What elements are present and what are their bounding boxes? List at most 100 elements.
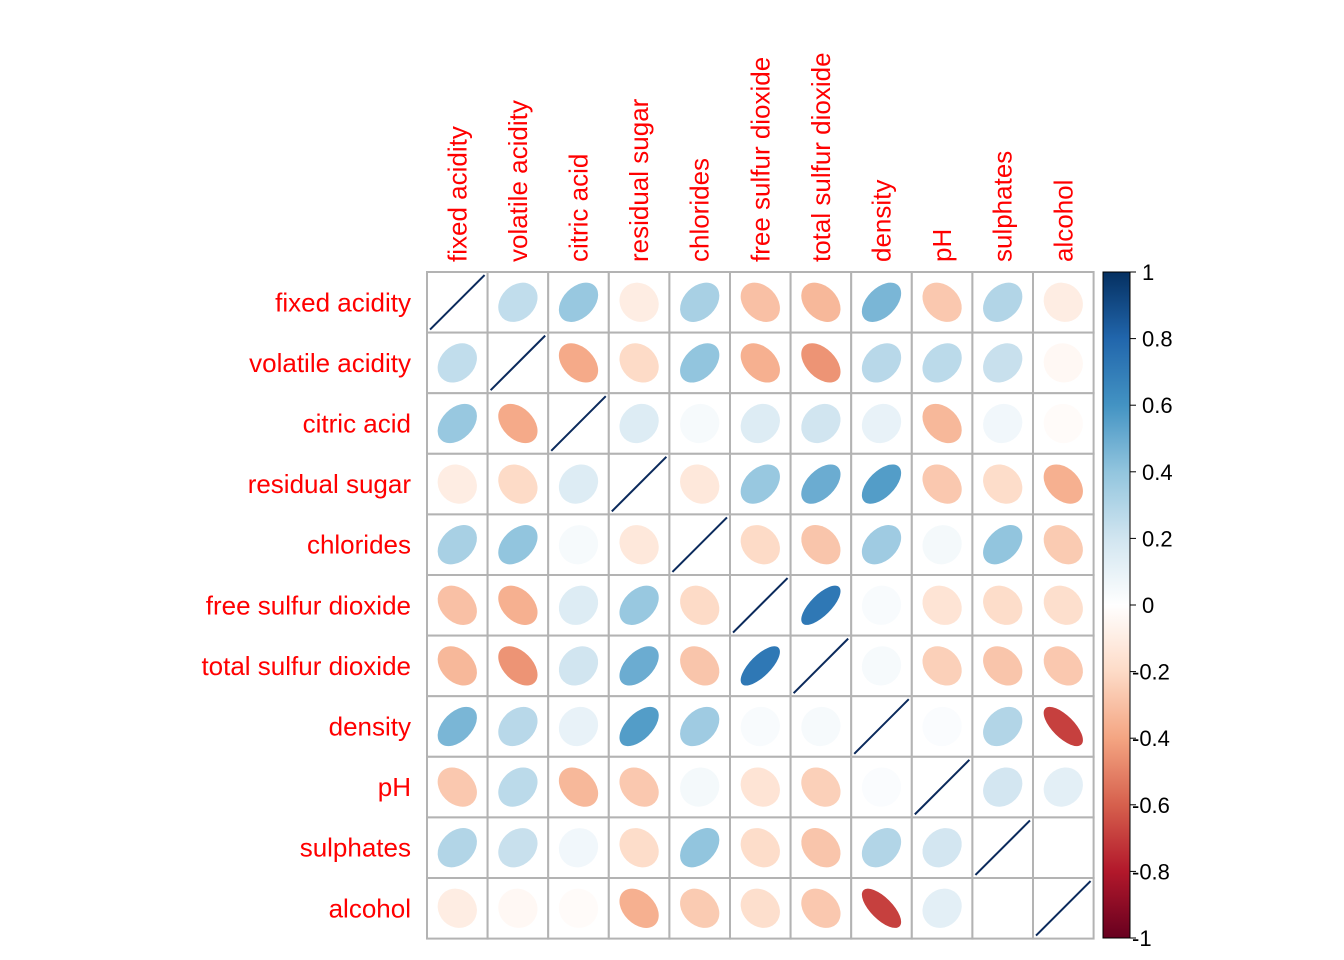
colorbar-tick-label: -0.4: [1132, 726, 1170, 751]
correlation-ellipse: [498, 464, 538, 504]
correlation-ellipse: [498, 282, 538, 322]
correlation-ellipse: [437, 464, 477, 504]
column-label: sulphates: [988, 151, 1018, 262]
correlation-ellipse: [922, 646, 962, 686]
correlation-ellipse: [801, 464, 841, 504]
colorbar-tick-label: 0.4: [1142, 460, 1173, 485]
row-label: chlorides: [307, 530, 411, 560]
correlation-ellipse: [1043, 828, 1083, 868]
correlation-ellipse: [983, 282, 1023, 322]
correlation-ellipse: [922, 888, 962, 928]
correlation-ellipse: [801, 403, 841, 444]
row-label: residual sugar: [248, 469, 412, 499]
correlation-ellipse: [619, 525, 659, 565]
colorbar-tick-label: 0.6: [1142, 393, 1173, 418]
correlation-ellipse: [619, 828, 659, 868]
correlation-ellipse: [861, 828, 902, 868]
colorbar-tick-label: -0.2: [1132, 660, 1170, 685]
colorbar-tick-label: -1: [1132, 926, 1152, 951]
correlation-ellipse: [983, 585, 1023, 625]
correlation-ellipse: [983, 706, 1023, 747]
column-label: alcohol: [1048, 180, 1078, 262]
grid-cell: [910, 271, 974, 334]
colorbar-tick-label: 1: [1142, 260, 1154, 285]
column-label: volatile acidity: [503, 100, 533, 262]
correlation-ellipse: [680, 828, 720, 868]
correlation-ellipse: [437, 767, 477, 807]
correlation-ellipse: [983, 343, 1023, 383]
correlation-ellipse: [1043, 706, 1083, 747]
correlation-ellipse: [922, 585, 962, 625]
colorbar: [1102, 271, 1131, 939]
correlation-ellipse: [1043, 585, 1083, 625]
row-label: sulphates: [300, 833, 411, 863]
correlation-ellipse: [1043, 767, 1083, 807]
correlation-ellipse: [740, 525, 780, 565]
row-label: density: [329, 712, 411, 742]
correlation-ellipse: [437, 828, 477, 868]
correlation-ellipse: [619, 343, 659, 383]
correlation-ellipse: [801, 888, 841, 928]
column-label: citric acid: [564, 154, 594, 262]
colorbar-tick-label: -0.6: [1132, 793, 1170, 818]
diagonal-ellipse: [914, 759, 971, 816]
correlation-ellipse: [922, 464, 962, 504]
correlation-ellipse: [498, 767, 538, 807]
correlation-ellipse: [437, 403, 477, 444]
correlation-ellipse: [558, 767, 599, 807]
correlation-ellipse: [498, 403, 538, 444]
correlation-ellipse: [619, 585, 659, 625]
correlation-ellipse: [861, 343, 902, 383]
correlation-ellipse: [558, 888, 599, 928]
correlation-ellipse: [861, 525, 902, 565]
column-label: pH: [927, 229, 957, 262]
correlation-ellipse: [801, 343, 841, 383]
grid-cell: [789, 816, 853, 880]
correlation-ellipse: [1043, 464, 1083, 504]
correlation-ellipse: [437, 525, 477, 565]
row-label: total sulfur dioxide: [201, 651, 411, 681]
correlation-ellipse: [740, 767, 780, 807]
correlation-ellipse: [983, 464, 1023, 504]
correlation-ellipse: [1043, 343, 1083, 383]
correlation-ellipse: [922, 282, 962, 322]
correlation-ellipse: [922, 343, 962, 383]
correlation-ellipse: [740, 706, 780, 747]
correlation-ellipse: [1043, 525, 1083, 565]
correlation-ellipse: [680, 646, 720, 686]
diagonal-ellipse: [732, 577, 789, 634]
correlation-ellipse: [983, 767, 1023, 807]
correlation-ellipse: [740, 828, 780, 868]
diagonal-ellipse: [611, 456, 668, 513]
grid-cell: [910, 695, 974, 758]
correlation-ellipse: [922, 525, 962, 565]
correlation-ellipse: [801, 828, 841, 868]
correlation-ellipse: [740, 888, 780, 928]
correlation-ellipse: [558, 343, 599, 383]
correlation-ellipse: [801, 767, 841, 807]
diagonal-ellipse: [1035, 880, 1092, 937]
correlation-ellipse: [558, 828, 599, 868]
grid-cell: [1032, 331, 1095, 395]
column-label: total sulfur dioxide: [806, 52, 836, 262]
correlation-ellipse: [740, 646, 780, 686]
correlation-ellipse: [680, 282, 720, 322]
correlation-ellipse: [801, 525, 841, 565]
correlation-ellipse: [1043, 646, 1083, 686]
correlation-ellipse: [861, 464, 902, 504]
column-label: chlorides: [685, 158, 715, 262]
correlation-ellipse: [437, 585, 477, 625]
correlation-ellipse: [983, 403, 1023, 444]
row-label: citric acid: [303, 409, 411, 439]
grid-cell: [1032, 513, 1095, 577]
correlation-ellipse: [619, 646, 659, 686]
correlation-ellipse: [680, 888, 720, 928]
correlation-ellipse: [498, 585, 538, 625]
correlation-ellipse: [558, 464, 599, 504]
correlation-ellipse: [861, 888, 902, 928]
correlation-ellipse: [983, 888, 1023, 928]
correlation-ellipse: [680, 464, 720, 504]
correlation-ellipse: [558, 706, 599, 747]
correlation-ellipse: [680, 585, 720, 625]
